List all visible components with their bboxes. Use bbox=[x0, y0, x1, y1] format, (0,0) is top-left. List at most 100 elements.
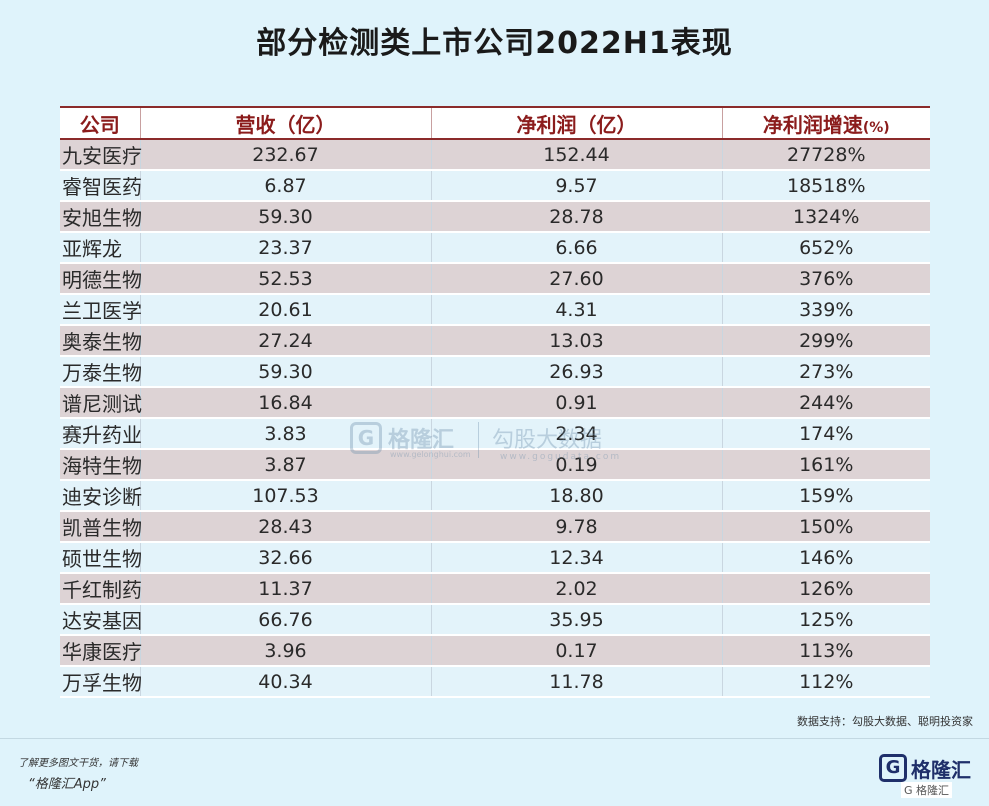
cell-revenue: 23.37 bbox=[139, 232, 431, 264]
header-company: 公司 bbox=[60, 106, 140, 140]
cell-revenue: 3.83 bbox=[139, 418, 431, 450]
table-row: 硕世生物 32.66 12.34 146% bbox=[60, 542, 930, 574]
table-row: 华康医疗 3.96 0.17 113% bbox=[60, 635, 930, 667]
brand-logo: G 格隆汇 G 格隆汇 bbox=[879, 750, 979, 800]
cell-revenue: 28.43 bbox=[139, 511, 431, 543]
header-growth-unit: (%) bbox=[862, 119, 890, 136]
table-row: 九安医疗 232.67 152.44 27728% bbox=[60, 139, 930, 171]
cell-profit: 35.95 bbox=[430, 604, 722, 636]
cell-growth: 376% bbox=[721, 263, 930, 295]
cell-company: 凯普生物 bbox=[60, 511, 142, 543]
cell-company: 达安基因 bbox=[60, 604, 142, 636]
cell-profit: 18.80 bbox=[430, 480, 722, 512]
cell-company: 九安医疗 bbox=[60, 139, 142, 171]
table-row: 兰卫医学 20.61 4.31 339% bbox=[60, 294, 930, 326]
cell-growth: 299% bbox=[721, 325, 930, 357]
brand-name: 格隆汇 bbox=[911, 758, 971, 782]
cell-company: 安旭生物 bbox=[60, 201, 142, 233]
cell-growth: 159% bbox=[721, 480, 930, 512]
table-header-row: 公司 营收（亿） 净利润（亿） 净利润增速(%) bbox=[60, 106, 930, 140]
table-row: 千红制药 11.37 2.02 126% bbox=[60, 573, 930, 605]
cell-growth: 146% bbox=[721, 542, 930, 574]
cell-growth: 652% bbox=[721, 232, 930, 264]
table-row: 迪安诊断 107.53 18.80 159% bbox=[60, 480, 930, 512]
cell-growth: 150% bbox=[721, 511, 930, 543]
table-row: 明德生物 52.53 27.60 376% bbox=[60, 263, 930, 295]
table-row: 安旭生物 59.30 28.78 1324% bbox=[60, 201, 930, 233]
table-row: 海特生物 3.87 0.19 161% bbox=[60, 449, 930, 481]
cell-revenue: 16.84 bbox=[139, 387, 431, 419]
header-growth-label: 净利润增速 bbox=[762, 112, 863, 137]
cell-company: 亚辉龙 bbox=[60, 232, 140, 264]
header-revenue: 营收（亿） bbox=[139, 106, 431, 140]
table-row: 赛升药业 3.83 2.34 174% bbox=[60, 418, 930, 450]
header-profit: 净利润（亿） bbox=[430, 106, 722, 140]
cell-growth: 18518% bbox=[721, 170, 930, 202]
cell-profit: 9.57 bbox=[430, 170, 722, 202]
cell-revenue: 66.76 bbox=[139, 604, 431, 636]
cell-company: 硕世生物 bbox=[60, 542, 142, 574]
cell-company: 谱尼测试 bbox=[60, 387, 142, 419]
cell-profit: 2.02 bbox=[430, 573, 722, 605]
table-row: 万泰生物 59.30 26.93 273% bbox=[60, 356, 930, 388]
cell-profit: 26.93 bbox=[430, 356, 722, 388]
table-row: 睿智医药 6.87 9.57 18518% bbox=[60, 170, 930, 202]
data-table-container: 公司 营收（亿） 净利润（亿） 净利润增速(%) 九安医疗 232.67 152.4… bbox=[60, 106, 930, 698]
cell-revenue: 27.24 bbox=[139, 325, 431, 357]
cell-profit: 12.34 bbox=[430, 542, 722, 574]
page-title: 部分检测类上市公司2022H1表现 bbox=[256, 26, 733, 61]
cell-revenue: 107.53 bbox=[139, 480, 431, 512]
table-row: 亚辉龙 23.37 6.66 652% bbox=[60, 232, 930, 264]
cell-profit: 28.78 bbox=[430, 201, 722, 233]
cell-profit: 13.03 bbox=[430, 325, 722, 357]
cell-profit: 11.78 bbox=[430, 666, 722, 698]
promo-line-1: 了解更多图文干货，请下载 bbox=[18, 758, 138, 769]
cell-profit: 0.91 bbox=[430, 387, 722, 419]
cell-revenue: 52.53 bbox=[139, 263, 431, 295]
cell-revenue: 32.66 bbox=[139, 542, 431, 574]
cell-profit: 9.78 bbox=[430, 511, 722, 543]
cell-revenue: 59.30 bbox=[139, 201, 431, 233]
cell-profit: 4.31 bbox=[430, 294, 722, 326]
promo-line-2: “格隆汇App” bbox=[28, 777, 106, 792]
table-row: 达安基因 66.76 35.95 125% bbox=[60, 604, 930, 636]
cell-growth: 126% bbox=[721, 573, 930, 605]
cell-growth: 113% bbox=[721, 635, 930, 667]
cell-profit: 0.17 bbox=[430, 635, 722, 667]
brand-sub: G 格隆汇 bbox=[901, 782, 953, 798]
cell-growth: 27728% bbox=[721, 139, 930, 171]
header-growth: 净利润增速(%) bbox=[721, 106, 930, 140]
cell-profit: 6.66 bbox=[430, 232, 722, 264]
cell-revenue: 3.87 bbox=[139, 449, 431, 481]
performance-table: 公司 营收（亿） 净利润（亿） 净利润增速(%) 九安医疗 232.67 152.4… bbox=[60, 106, 930, 698]
cell-revenue: 3.96 bbox=[139, 635, 431, 667]
cell-revenue: 11.37 bbox=[139, 573, 431, 605]
data-source: 数据支持：勾股大数据、聪明投资家 bbox=[797, 715, 973, 728]
cell-revenue: 59.30 bbox=[139, 356, 431, 388]
cell-profit: 0.19 bbox=[430, 449, 722, 481]
cell-growth: 125% bbox=[721, 604, 930, 636]
cell-company: 海特生物 bbox=[60, 449, 142, 481]
cell-growth: 161% bbox=[721, 449, 930, 481]
brand-logo-icon: G bbox=[879, 754, 907, 782]
cell-company: 万孚生物 bbox=[60, 666, 142, 698]
cell-growth: 174% bbox=[721, 418, 930, 450]
cell-profit: 2.34 bbox=[430, 418, 722, 450]
cell-revenue: 20.61 bbox=[139, 294, 431, 326]
cell-growth: 244% bbox=[721, 387, 930, 419]
cell-growth: 273% bbox=[721, 356, 930, 388]
cell-revenue: 232.67 bbox=[139, 139, 431, 171]
table-row: 万孚生物 40.34 11.78 112% bbox=[60, 666, 930, 698]
cell-company: 万泰生物 bbox=[60, 356, 142, 388]
cell-company: 赛升药业 bbox=[60, 418, 142, 450]
cell-revenue: 6.87 bbox=[139, 170, 431, 202]
cell-company: 千红制药 bbox=[60, 573, 142, 605]
cell-company: 奥泰生物 bbox=[60, 325, 142, 357]
table-row: 奥泰生物 27.24 13.03 299% bbox=[60, 325, 930, 357]
cell-company: 睿智医药 bbox=[60, 170, 142, 202]
table-row: 谱尼测试 16.84 0.91 244% bbox=[60, 387, 930, 419]
cell-profit: 152.44 bbox=[430, 139, 722, 171]
cell-company: 明德生物 bbox=[60, 263, 142, 295]
table-body: 九安医疗 232.67 152.44 27728% 睿智医药 6.87 9.57 18518%… bbox=[60, 139, 930, 698]
footer-divider bbox=[0, 738, 989, 739]
